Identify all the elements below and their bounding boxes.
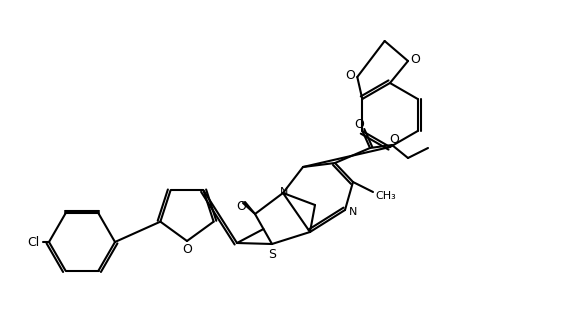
Text: O: O xyxy=(182,243,192,256)
Text: O: O xyxy=(410,53,420,66)
Text: O: O xyxy=(236,200,246,213)
Text: Cl: Cl xyxy=(27,235,39,248)
Text: O: O xyxy=(389,133,399,146)
Text: S: S xyxy=(268,248,276,260)
Text: O: O xyxy=(354,117,364,130)
Text: N: N xyxy=(349,207,357,217)
Text: CH₃: CH₃ xyxy=(375,191,396,201)
Text: O: O xyxy=(345,69,355,82)
Text: N: N xyxy=(280,187,288,197)
